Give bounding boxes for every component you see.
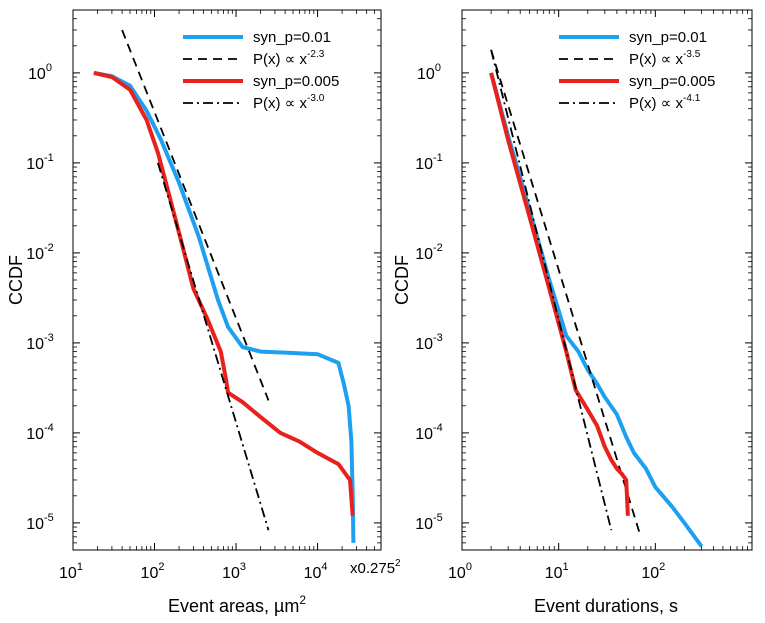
right-y-axis-label: CCDF [392,255,412,305]
right-x-tick-label: 100 [448,561,472,582]
right-legend-label-3: P(x) ∝ x-4.1 [629,93,701,112]
left-series-group [93,29,356,543]
left-axes-frame [72,9,382,551]
right-y-tick-label: 10-2 [415,242,443,263]
left-y-tick-label: 100 [28,62,52,83]
left-legend-label-2: syn_p=0.005 [253,73,339,90]
left-legend-label-1: P(x) ∝ x-2.3 [253,49,325,68]
left-y-axis-label: CCDF [6,255,26,305]
left-legend-label-3: P(x) ∝ x-3.0 [253,93,325,112]
right-series-line-0 [489,72,704,548]
right-series-group [489,49,704,548]
left-y-tick-label: 10-5 [26,512,54,533]
right-legend-label-2: syn_p=0.005 [629,73,715,90]
left-panel: 101 102 103 104 10-5 10-4 10-3 10-2 10-1 100 syn_… [6,9,401,616]
right-y-tick-label: 10-1 [415,152,443,173]
right-axes-frame [461,9,753,551]
left-legend: syn_p=0.01 P(x) ∝ x-2.3 syn_p=0.005 P(x) ∝ … [183,29,339,112]
right-legend: syn_p=0.01 P(x) ∝ x-3.5 syn_p=0.005 P(x) ∝ … [559,29,715,112]
right-ticks: 100 101 102 10-5 10-4 10-3 10-2 10-1 100 [415,10,752,582]
left-x-tick-label: 102 [141,561,165,582]
left-series-line-3 [157,162,270,531]
right-legend-label-1: P(x) ∝ x-3.5 [629,49,701,68]
left-y-tick-label: 10-3 [26,332,54,353]
right-panel: 100 101 102 10-5 10-4 10-3 10-2 10-1 100 syn_p=0… [392,9,753,616]
left-ticks: 101 102 103 104 10-5 10-4 10-3 10-2 10-1 100 [26,10,381,582]
left-legend-label-0: syn_p=0.01 [253,29,331,46]
right-y-tick-label: 10-4 [415,422,443,443]
left-x-tick-label: 104 [304,561,328,582]
right-x-tick-label: 101 [545,561,569,582]
left-series-line-1 [121,29,270,401]
right-x-tick-label: 102 [641,561,665,582]
right-y-tick-label: 100 [417,62,441,83]
right-legend-label-0: syn_p=0.01 [629,29,707,46]
left-x-scale-note: x0.2752 [350,558,401,577]
left-x-tick-label: 101 [59,561,83,582]
left-series-line-0 [93,70,356,543]
right-series-line-1 [490,49,642,536]
left-x-axis-label: Event areas, µm2 [168,593,306,616]
right-y-tick-label: 10-5 [415,512,443,533]
right-series-line-2 [489,72,630,516]
left-x-tick-label: 103 [222,561,246,582]
left-series-line-2 [93,70,355,516]
right-y-tick-label: 10-3 [415,332,443,353]
right-series-line-3 [490,49,613,531]
left-y-tick-label: 10-2 [26,242,54,263]
right-x-axis-label: Event durations, s [534,596,678,616]
left-y-tick-label: 10-4 [26,422,54,443]
left-y-tick-label: 10-1 [26,152,54,173]
